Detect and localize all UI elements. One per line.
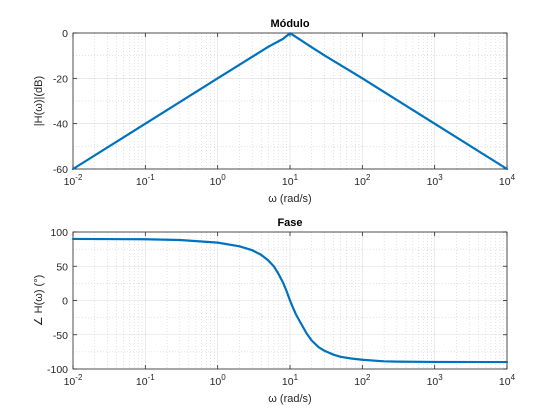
x-tick-label-base: 10 xyxy=(136,176,148,188)
x-tick-label: 101 xyxy=(282,173,299,188)
x-tick-label: 102 xyxy=(354,373,371,388)
x-tick-label-base: 10 xyxy=(64,176,76,188)
x-axis-label: ω (rad/s) xyxy=(268,193,311,205)
x-tick-label-base: 10 xyxy=(64,376,76,388)
y-tick-label: -100 xyxy=(47,364,68,376)
y-axis-label: ∠ H(ω) (°) xyxy=(33,275,45,327)
x-tick-label-exponent: 2 xyxy=(366,173,371,182)
x-tick-label: 10-2 xyxy=(64,373,83,388)
chart-title: Fase xyxy=(277,217,302,229)
series-line xyxy=(71,32,509,171)
x-axis-label: ω (rad/s) xyxy=(268,393,311,405)
x-tick-label: 101 xyxy=(282,373,299,388)
x-tick-label: 100 xyxy=(210,173,227,188)
phase-chart: 10-2 10-1 100 101 102 103 104100500-50-100Fase… xyxy=(33,217,516,405)
x-tick-label-exponent: -2 xyxy=(75,373,83,382)
x-tick-label-exponent: 3 xyxy=(438,373,443,382)
x-tick-label-exponent: 4 xyxy=(511,173,516,182)
x-tick-label-base: 10 xyxy=(427,176,439,188)
x-tick-label: 104 xyxy=(499,173,516,188)
x-tick-label: 10-2 xyxy=(64,173,83,188)
y-tick-label: -50 xyxy=(53,330,68,342)
y-tick-label: 50 xyxy=(56,261,68,273)
x-tick-label-exponent: 2 xyxy=(366,373,371,382)
x-tick-label-base: 10 xyxy=(499,176,511,188)
x-tick-label-base: 10 xyxy=(136,376,148,388)
x-tick-label-exponent: 1 xyxy=(294,173,299,182)
magnitude-chart: 10-2 10-1 100 101 102 103 1040-20-40-60Móduloω… xyxy=(33,18,516,205)
y-tick-label: -20 xyxy=(53,73,68,85)
x-tick-label-exponent: 4 xyxy=(511,373,516,382)
x-tick-label: 103 xyxy=(427,373,444,388)
y-tick-label: 0 xyxy=(62,28,68,40)
x-tick-label-base: 10 xyxy=(210,376,222,388)
x-tick-label-exponent: 1 xyxy=(294,373,299,382)
x-tick-label-exponent: 3 xyxy=(438,173,443,182)
x-tick-label-exponent: -1 xyxy=(148,373,156,382)
x-tick-label: 102 xyxy=(354,173,371,188)
x-tick-label-base: 10 xyxy=(499,376,511,388)
x-tick-label: 100 xyxy=(210,373,227,388)
y-tick-label: 0 xyxy=(62,296,68,308)
y-tick-label: -40 xyxy=(53,119,68,131)
y-tick-label: -60 xyxy=(53,164,68,176)
x-tick-label-base: 10 xyxy=(354,176,366,188)
x-tick-label-exponent: 0 xyxy=(221,173,226,182)
x-tick-label-base: 10 xyxy=(210,176,222,188)
series-line xyxy=(71,237,509,364)
chart-title: Módulo xyxy=(270,18,309,30)
x-tick-label-base: 10 xyxy=(282,376,294,388)
x-tick-label-exponent: 0 xyxy=(221,373,226,382)
x-tick-label: 103 xyxy=(427,173,444,188)
x-tick-label: 104 xyxy=(499,373,516,388)
x-tick-label: 10-1 xyxy=(136,173,155,188)
x-tick-label-base: 10 xyxy=(427,376,439,388)
x-tick-label-base: 10 xyxy=(282,176,294,188)
x-tick-label-base: 10 xyxy=(354,376,366,388)
x-tick-label-exponent: -1 xyxy=(148,173,156,182)
y-axis-label: |H(ω)|(dB) xyxy=(33,76,45,126)
x-tick-label: 10-1 xyxy=(136,373,155,388)
y-tick-label: 100 xyxy=(50,227,68,239)
x-tick-label-exponent: -2 xyxy=(75,173,83,182)
